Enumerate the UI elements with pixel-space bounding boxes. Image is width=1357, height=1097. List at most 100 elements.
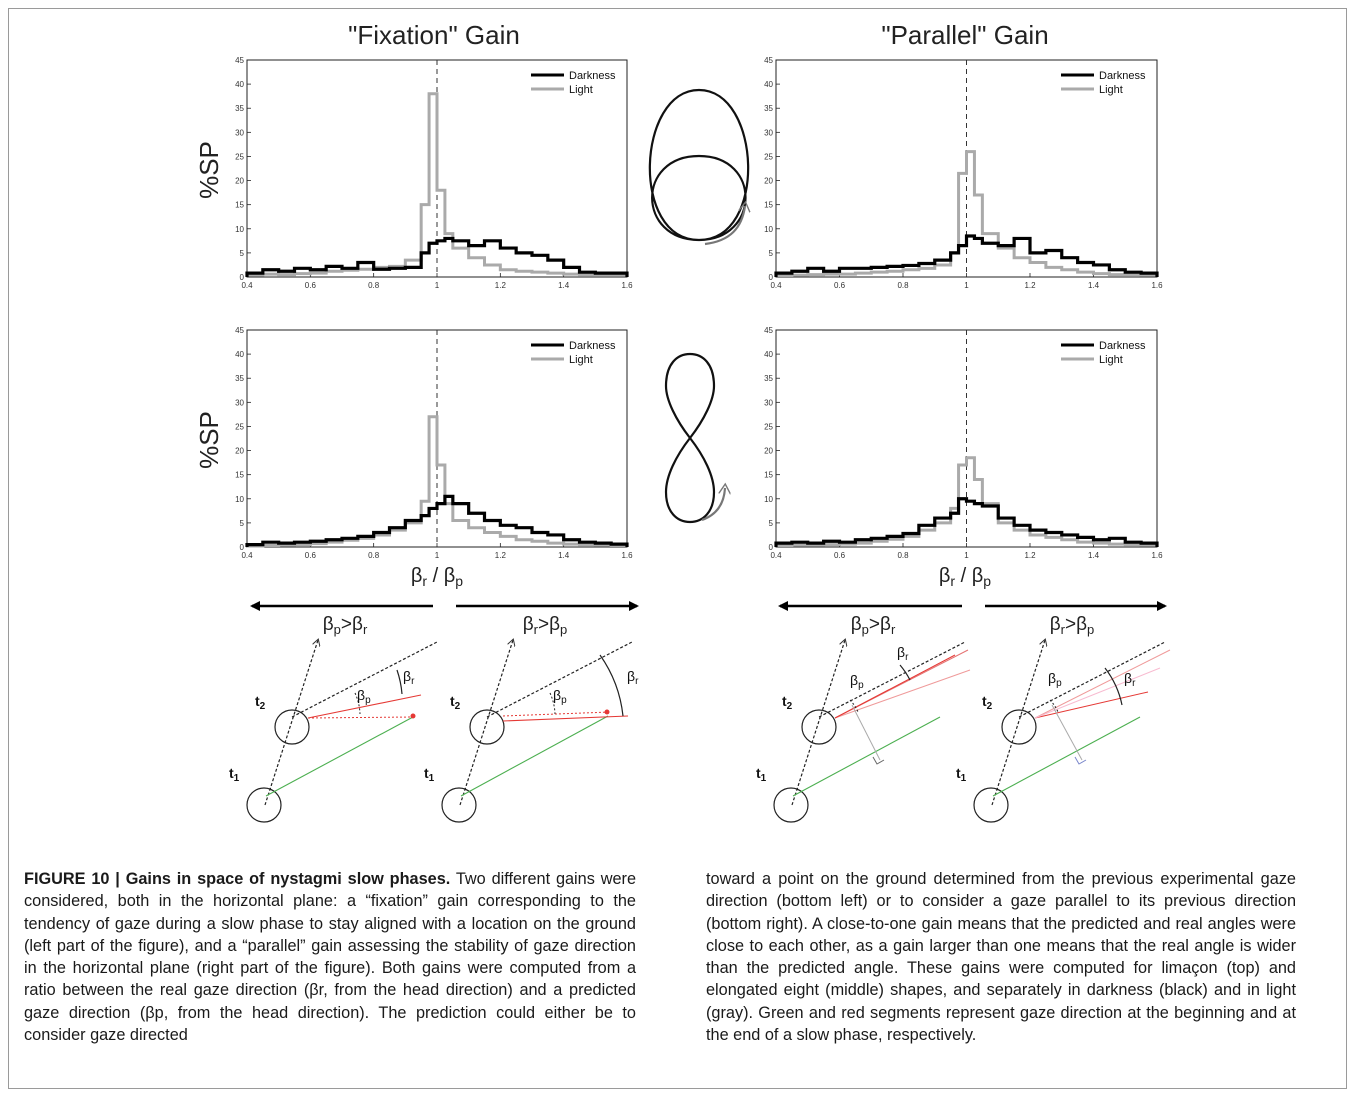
histogram-fixation-eight: 0 5 10 15 20 25 30 35 40 45 0.4 0.6 0.8 1 1.2 1.4 1.6 Dar… [235,326,633,560]
y-tick-label: 20 [764,177,773,186]
y-tick-label: 15 [235,201,244,210]
sub-p: p [334,622,341,637]
sub-r: r [534,622,539,637]
limacon-shape-icon [648,88,748,246]
y-tick-label: 30 [764,128,773,137]
label-bp-gt-br-left: βp>βr [323,614,368,637]
y-tick-label: 35 [764,104,773,113]
y-tick-label: 45 [764,56,773,65]
t1-label: t1 [756,765,767,784]
y-tick-label: 30 [235,128,244,137]
left-panel-title: "Fixation" Gain [348,20,520,50]
series-darkness [774,234,1159,277]
beta-glyph: β [352,614,363,635]
x-label-sub-p: p [455,573,463,589]
caption-label: FIGURE 10 | Gains in space of nystagmi s… [24,870,451,888]
y-tick-label: 10 [764,225,773,234]
beta-p-label: βp [553,687,567,706]
x-tick-label: 1.4 [1088,281,1100,290]
y-axis-label-top: %SP [194,141,224,199]
x-tick-label: 1 [435,551,440,560]
x-tick-label: 1.2 [495,551,507,560]
x-tick-label: 0.4 [241,281,253,290]
legend-label-light: Light [1099,84,1123,96]
comparison-arrows: βp>βr βr>βp βp>βr βr>βp [250,601,1167,637]
series-light [245,92,629,277]
beta-r-label: βr [403,668,415,687]
beta-glyph: β [323,614,334,635]
t2-label: t2 [982,693,993,712]
x-tick-label: 0.8 [897,551,909,560]
x-tick-label: 1.2 [1024,281,1036,290]
y-tick-label: 20 [235,177,244,186]
series-light [245,415,629,548]
sub-p: p [862,622,869,637]
sub-p: p [560,622,567,637]
caption-left-text: Two different gains were considered, bot… [24,870,636,1045]
sub-p: p [1087,622,1094,637]
x-axis-label-left: βr / βp [411,565,463,589]
label-br-gt-bp-left: βr>βp [523,614,568,637]
x-tick-label: 0.8 [368,281,380,290]
y-tick-label: 15 [235,471,244,480]
series-darkness [245,236,629,277]
gt-sign: > [341,614,352,635]
caption-right-column: toward a point on the ground determined … [706,870,1296,1045]
y-tick-label: 0 [240,273,245,282]
y-tick-label: 40 [235,350,244,359]
x-label-beta-r: β [939,565,951,587]
y-tick-label: 5 [240,249,245,258]
figure-eight-shape-icon [664,352,725,524]
beta-p-label: βp [1048,670,1062,689]
figure-10: "Fixation" Gain "Parallel" Gain %SP %SP … [194,20,1171,823]
beta-glyph: β [851,614,862,635]
t2-label: t2 [782,693,793,712]
t2-label: t2 [255,693,266,712]
label-br-gt-bp-right: βr>βp [1050,614,1095,637]
y-tick-label: 45 [235,56,244,65]
sub-r: r [363,622,368,637]
diagram-fixation-br-gt-bp: t2 t1 βp βr [424,640,639,823]
y-tick-label: 10 [235,225,244,234]
x-tick-label: 0.6 [834,281,846,290]
y-tick-label: 10 [235,495,244,504]
x-tick-label: 1.4 [558,551,570,560]
x-label-slash: / [955,565,972,587]
t1-label: t1 [424,765,435,784]
x-label-slash: / [427,565,444,587]
beta-glyph: β [1076,614,1087,635]
y-tick-label: 5 [240,519,245,528]
legend-label-darkness: Darkness [569,340,616,352]
t1-label: t1 [956,765,967,784]
caption-left-column: FIGURE 10 | Gains in space of nystagmi s… [24,868,636,1046]
x-tick-label: 0.4 [770,551,782,560]
series-darkness [245,494,629,547]
beta-r-label: βr [1124,670,1136,689]
diagram-parallel-bp-gt-br: t2 t1 βp βr [756,640,971,823]
x-tick-label: 1 [435,281,440,290]
y-tick-label: 10 [764,495,773,504]
x-tick-label: 0.6 [305,281,317,290]
x-tick-label: 0.8 [897,281,909,290]
beta-r-label: βr [627,668,639,687]
legend-label-darkness: Darkness [569,70,616,82]
x-tick-label: 0.4 [770,281,782,290]
gt-sign: > [869,614,880,635]
series-light [774,456,1159,548]
x-tick-label: 0.6 [305,551,317,560]
x-tick-label: 1.6 [621,281,633,290]
x-tick-label: 1.4 [558,281,570,290]
diagram-fixation-bp-gt-br: t2 t1 βp βr [229,640,438,823]
x-label-sub-p: p [983,573,991,589]
x-label-sub-r: r [422,573,427,589]
y-tick-label: 20 [235,447,244,456]
x-label-sub-r: r [950,573,955,589]
y-tick-label: 20 [764,447,773,456]
x-axis-label-right: βr / βp [939,565,991,589]
legend-label-light: Light [569,354,593,366]
legend-label-light: Light [1099,354,1123,366]
sub-r: r [891,622,896,637]
beta-glyph: β [880,614,891,635]
label-bp-gt-br-right: βp>βr [851,614,896,637]
